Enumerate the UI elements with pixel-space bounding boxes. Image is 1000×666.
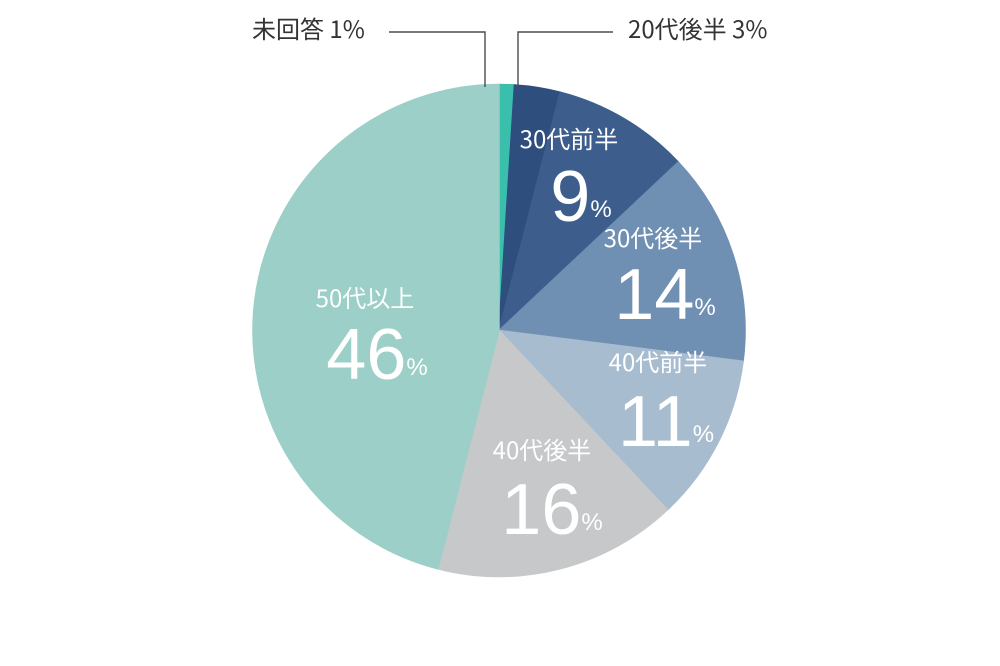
svg-text:30代後半: 30代後半 (604, 219, 703, 254)
svg-text:未回答 1%: 未回答 1% (252, 10, 365, 45)
svg-text:40代後半: 40代後半 (493, 431, 592, 466)
svg-text:40代前半: 40代前半 (609, 343, 708, 378)
svg-text:30代前半: 30代前半 (520, 120, 619, 155)
svg-text:50代以上: 50代以上 (316, 279, 415, 314)
svg-text:20代後半 3%: 20代後半 3% (628, 10, 767, 45)
